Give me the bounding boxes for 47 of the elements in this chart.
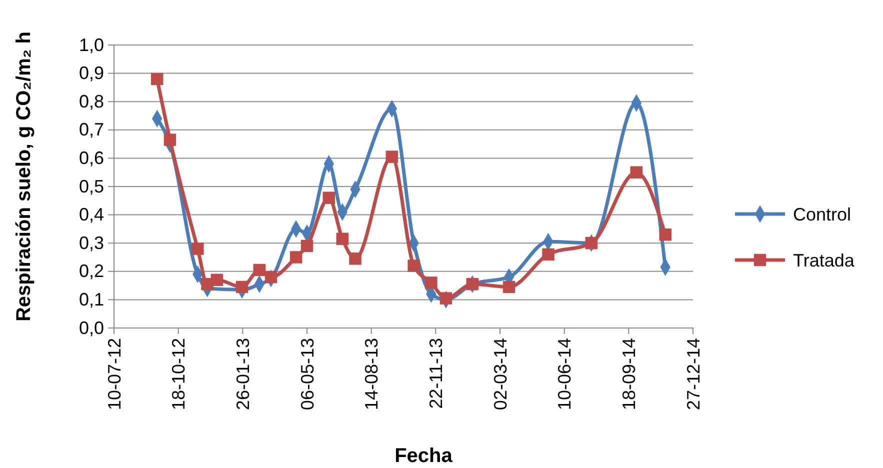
point [290,251,302,264]
point [300,240,314,252]
x-axis-title: Fecha [394,445,454,467]
y-tick-label: 0,3 [78,232,104,253]
point [253,264,266,276]
x-tick-label: 27-12-14 [683,338,704,410]
x-tick-label: 18-10-12 [168,338,189,410]
x-tick-label: 22-11-13 [426,338,446,409]
legend-label: Control [793,204,852,224]
point [425,276,438,289]
point [585,236,598,250]
point [322,192,335,204]
point [336,232,349,245]
y-axis-title: Respiración suelo, g CO₂/m₂ h [13,31,35,322]
x-tick-label: 14-08-13 [362,338,382,410]
point [386,150,398,163]
point [349,252,362,265]
y-tick-label: 0,2 [78,261,104,282]
x-tick-label: 10-07-12 [104,338,124,410]
point [210,274,224,286]
point [192,242,204,255]
y-tick-label: 0,1 [78,289,104,310]
legend-label: Tratada [793,250,856,270]
y-tick-label: 0,5 [78,176,104,196]
y-tick-label: 0,6 [78,148,104,168]
y-tick-label: 0,4 [78,204,104,225]
y-tick-label: 0,9 [78,63,104,84]
point [440,292,452,304]
x-tick-label: 26-01-13 [232,338,253,410]
x-tick-label: 18-09-14 [618,338,639,410]
x-tick-label: 10-06-14 [554,338,575,410]
y-tick-label: 1,0 [78,34,104,55]
x-tick-label: 06-05-13 [297,338,318,410]
point [502,280,516,294]
point [659,228,672,241]
point [150,72,164,86]
point [236,280,248,294]
y-tick-label: 0,8 [78,91,104,112]
y-tick-label: 0,0 [78,318,104,338]
point [408,260,420,272]
point [630,166,643,178]
x-tick-label: 02-03-14 [490,338,510,410]
y-tick-label: 0,7 [78,120,104,140]
point [164,134,176,146]
point [264,270,278,284]
point [466,278,478,290]
point [542,248,554,261]
